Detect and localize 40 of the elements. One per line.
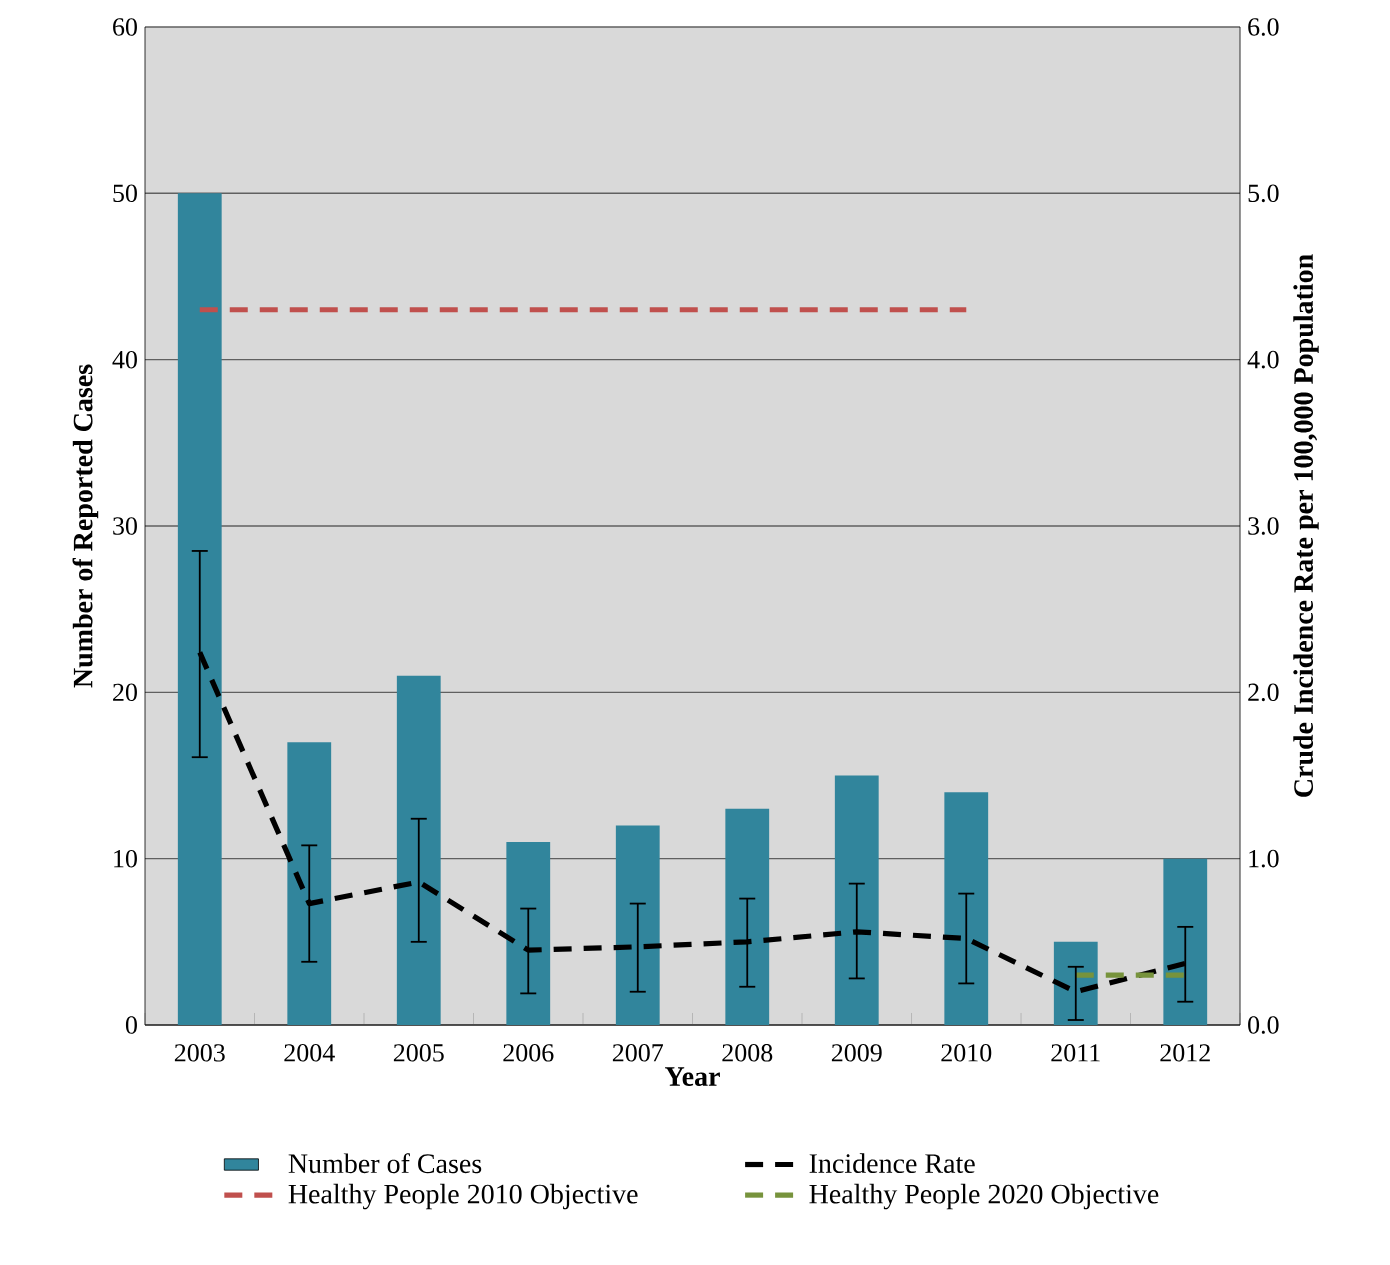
- x-tick-label: 2008: [722, 1044, 773, 1062]
- y-tick-label: 30: [113, 517, 137, 535]
- bar: [615, 825, 660, 1025]
- y2-tick-label: 4.0: [1247, 350, 1279, 369]
- bar: [287, 742, 332, 1025]
- y-tick-label: 50: [113, 184, 137, 203]
- y2-tick-label: 6.0: [1248, 18, 1279, 36]
- bar: [177, 193, 222, 1025]
- x-tick-label: 2011: [1051, 1044, 1100, 1062]
- bar: [396, 675, 441, 1025]
- x-tick-label: 2003: [174, 1044, 225, 1062]
- bar: [725, 808, 770, 1025]
- legend-label: Healthy People 2020 Objective: [809, 1183, 1159, 1210]
- y2-axis-title: Crude Incidence Rate per 100,000 Population: [1293, 254, 1319, 797]
- y2-tick-label: 3.0: [1248, 517, 1279, 535]
- y2-tick-label: 0.0: [1248, 1016, 1279, 1034]
- bar: [506, 842, 551, 1025]
- y2-tick-label: 1.0: [1249, 849, 1279, 868]
- y2-tick-label: 5.0: [1248, 184, 1279, 203]
- y-tick-label: 60: [113, 18, 137, 36]
- legend-label: Number of Cases: [288, 1153, 482, 1174]
- x-axis-title: Year: [665, 1067, 720, 1086]
- legend-label: Incidence Rate: [809, 1153, 975, 1174]
- bar: [1163, 858, 1208, 1025]
- y-axis-title: Number of Reported Cases: [72, 364, 99, 688]
- y-tick-label: 40: [112, 350, 137, 369]
- bar: [944, 792, 989, 1025]
- x-tick-label: 2006: [503, 1044, 554, 1062]
- y-tick-label: 20: [113, 683, 137, 702]
- x-tick-label: 2009: [831, 1044, 882, 1062]
- x-tick-label: 2007: [612, 1044, 664, 1062]
- x-tick-label: 2005: [393, 1044, 444, 1062]
- x-tick-label: 2004: [284, 1044, 335, 1062]
- x-tick-label: 2010: [941, 1044, 992, 1062]
- x-tick-label: 2012: [1160, 1044, 1210, 1062]
- legend-label: Healthy People 2010 Objective: [288, 1183, 638, 1210]
- bar: [834, 775, 879, 1025]
- y2-tick-label: 2.0: [1248, 683, 1279, 702]
- y-tick-label: 0: [125, 1016, 137, 1034]
- y-tick-label: 10: [114, 849, 137, 868]
